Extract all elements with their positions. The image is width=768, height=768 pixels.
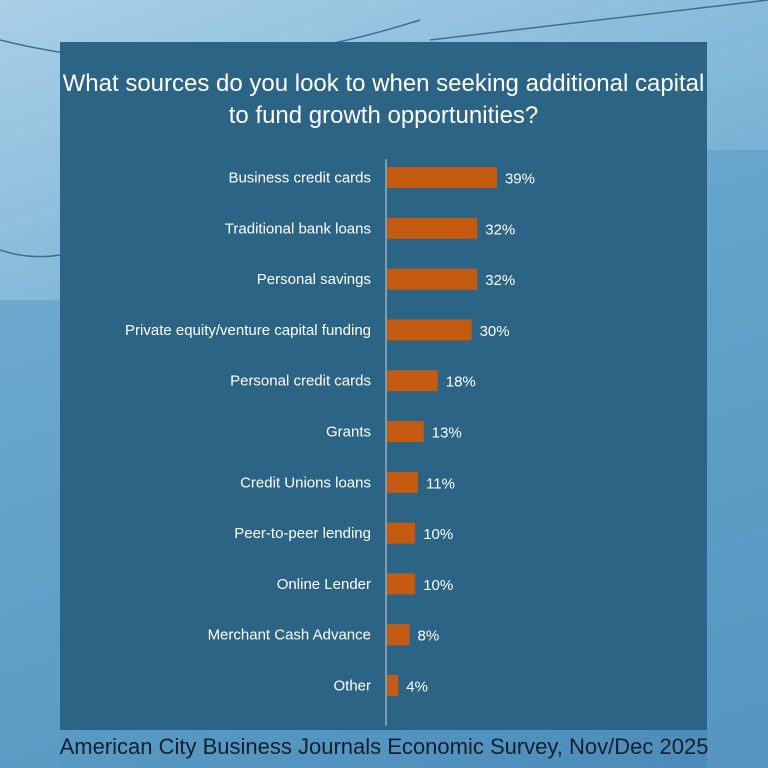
category-label: Grants: [326, 424, 371, 441]
chart-panel: What sources do you look to when seeking…: [60, 42, 707, 730]
bar: [387, 421, 424, 442]
category-label: Credit Unions loans: [240, 474, 371, 491]
data-label: 8%: [418, 628, 440, 645]
data-label: 11%: [426, 475, 455, 492]
bar: [387, 217, 478, 239]
category-label: Personal credit cards: [230, 373, 371, 390]
bar: [387, 675, 399, 696]
category-label: Private equity/venture capital funding: [125, 322, 371, 339]
category-label: Peer-to-peer lending: [234, 525, 371, 542]
bar: [387, 167, 497, 188]
data-label: 4%: [406, 679, 428, 696]
data-label: 10%: [423, 526, 453, 543]
bar: [387, 624, 410, 646]
chart-title: What sources do you look to when seeking…: [62, 70, 705, 129]
category-label: Business credit cards: [228, 170, 371, 187]
category-label: Personal savings: [257, 271, 371, 288]
category-label: Online Lender: [277, 576, 371, 593]
bar: [387, 268, 478, 290]
bar: [387, 522, 416, 544]
data-label: 32%: [485, 272, 515, 289]
data-label: 30%: [480, 323, 510, 340]
data-label: 32%: [485, 221, 515, 238]
bar: [387, 573, 416, 595]
data-label: 10%: [423, 577, 453, 594]
data-label: 18%: [446, 374, 476, 391]
data-label: 13%: [432, 425, 462, 442]
bar-chart: Business credit cards 39% Traditional bank…: [125, 159, 535, 726]
source-caption: American City Business Journals Economic…: [59, 734, 709, 759]
category-label: Traditional bank loans: [225, 220, 371, 237]
bar: [387, 370, 438, 392]
category-label: Merchant Cash Advance: [208, 627, 371, 644]
data-label: 39%: [505, 171, 535, 188]
bar: [387, 319, 472, 341]
bar: [387, 471, 419, 493]
category-label: Other: [333, 678, 371, 695]
